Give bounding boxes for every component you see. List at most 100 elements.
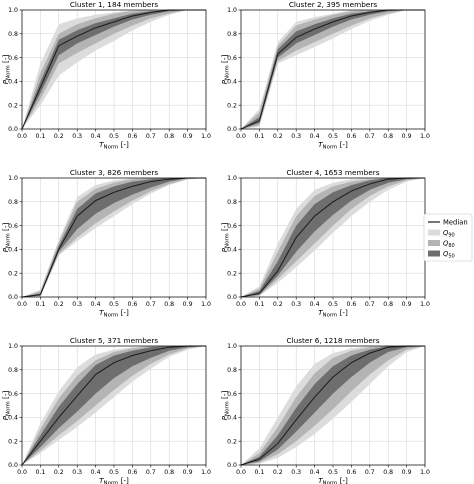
y-axis-label: PNorm [-]: [1, 390, 12, 420]
x-axis-label: TNorm [-]: [99, 476, 129, 484]
y-axis-label: PNorm [-]: [220, 222, 231, 252]
legend-q80-label: Q80: [443, 239, 455, 249]
y-tick-label: 0.0: [8, 126, 18, 133]
x-tick-label: 0.0: [17, 301, 27, 308]
x-tick-label: 0.0: [17, 133, 27, 140]
x-tick-label: 0.4: [91, 469, 101, 476]
y-tick-label: 1.0: [227, 7, 237, 14]
x-tick-label: 0.2: [54, 133, 64, 140]
x-tick-label: 0.2: [54, 469, 64, 476]
x-tick-label: 0.0: [236, 301, 246, 308]
y-tick-label: 1.0: [8, 343, 18, 350]
y-tick-label: 1.0: [227, 175, 237, 182]
y-axis-label: PNorm [-]: [1, 222, 12, 252]
cluster-panel-2: 0.0 0.1 0.2 0.3 0.4 0.5 0.6 0.7 0.8 0.9 1.0 0.0 0.2 0…: [220, 0, 430, 151]
y-tick-label: 0.8: [8, 31, 18, 38]
y-axis-label: PNorm [-]: [220, 390, 231, 420]
panel-title: Cluster 3, 826 members: [70, 168, 159, 177]
legend-q90-swatch: [428, 229, 440, 236]
x-tick-label: 0.1: [254, 133, 264, 140]
x-axis-label: TNorm [-]: [318, 308, 348, 319]
y-tick-label: 0.8: [8, 367, 18, 374]
y-tick-label: 0.6: [8, 55, 18, 62]
x-axis-label: TNorm [-]: [99, 308, 129, 319]
x-tick-label: 0.9: [183, 469, 193, 476]
y-tick-label: 0.4: [227, 79, 237, 86]
x-tick-label: 0.9: [402, 301, 412, 308]
y-tick-label: 0.2: [8, 438, 18, 445]
x-tick-label: 0.9: [183, 301, 193, 308]
y-tick-label: 0.0: [227, 462, 237, 469]
y-tick-label: 0.0: [227, 126, 237, 133]
legend-box: [423, 213, 473, 262]
x-tick-label: 0.4: [91, 133, 101, 140]
x-tick-label: 0.2: [273, 301, 283, 308]
x-tick-label: 0.5: [328, 469, 338, 476]
x-tick-label: 0.5: [109, 469, 119, 476]
legend-q80-swatch: [428, 240, 440, 246]
q50-band: [22, 346, 206, 465]
y-tick-label: 0.0: [8, 294, 18, 301]
panel-title: Cluster 6, 1218 members: [286, 336, 379, 345]
x-tick-label: 0.9: [183, 133, 193, 140]
x-tick-label: 0.8: [164, 469, 174, 476]
x-tick-label: 1.0: [201, 301, 211, 308]
x-tick-label: 0.7: [365, 469, 375, 476]
q50-band: [241, 346, 425, 465]
x-tick-label: 1.0: [420, 469, 430, 476]
x-tick-label: 0.5: [109, 133, 119, 140]
legend-q50-swatch: [428, 250, 440, 257]
x-axis-label: TNorm [-]: [318, 140, 348, 151]
x-tick-label: 0.7: [146, 301, 156, 308]
x-tick-label: 0.3: [291, 301, 301, 308]
x-tick-label: 0.6: [127, 469, 137, 476]
y-tick-label: 0.6: [227, 223, 237, 230]
y-tick-label: 0.4: [227, 247, 237, 254]
x-tick-label: 1.0: [201, 133, 211, 140]
panel-title: Cluster 2, 395 members: [289, 0, 378, 9]
y-tick-label: 0.4: [8, 247, 18, 254]
y-tick-label: 0.6: [227, 391, 237, 398]
x-tick-label: 0.7: [365, 301, 375, 308]
legend-median-label: Median: [443, 218, 468, 226]
x-tick-label: 0.3: [291, 133, 301, 140]
x-tick-label: 0.6: [127, 301, 137, 308]
x-tick-label: 0.8: [383, 301, 393, 308]
q50-band: [22, 10, 206, 129]
x-tick-label: 0.2: [273, 469, 283, 476]
median-line: [240, 345, 425, 466]
x-tick-label: 0.4: [91, 301, 101, 308]
y-tick-label: 0.2: [227, 438, 237, 445]
x-tick-label: 0.2: [54, 301, 64, 308]
x-tick-label: 0.3: [291, 469, 301, 476]
panel-title: Cluster 1, 184 members: [70, 0, 159, 9]
q50-band: [22, 178, 206, 297]
y-tick-label: 1.0: [227, 343, 237, 350]
x-tick-label: 0.8: [383, 469, 393, 476]
cluster-panel-3: 0.0 0.1 0.2 0.3 0.4 0.5 0.6 0.7 0.8 0.9 1.0 0.0 0.2 0…: [1, 168, 211, 319]
x-tick-label: 0.6: [346, 133, 356, 140]
y-tick-label: 0.6: [227, 55, 237, 62]
x-tick-label: 0.3: [72, 133, 82, 140]
y-tick-label: 0.6: [8, 223, 18, 230]
cluster-panel-4: 0.0 0.1 0.2 0.3 0.4 0.5 0.6 0.7 0.8 0.9 1.0 0.0 0.2 0…: [220, 168, 430, 319]
cluster-panel-1: 0.0 0.1 0.2 0.3 0.4 0.5 0.6 0.7 0.8 0.9 1.0 0.0 0.2 0…: [1, 0, 211, 151]
x-tick-label: 0.4: [310, 133, 320, 140]
x-tick-label: 0.0: [236, 133, 246, 140]
y-tick-label: 0.4: [8, 79, 18, 86]
x-tick-label: 1.0: [420, 301, 430, 308]
y-tick-label: 1.0: [8, 175, 18, 182]
panel-title: Cluster 4, 1653 members: [286, 168, 379, 177]
x-tick-label: 1.0: [201, 469, 211, 476]
x-tick-label: 0.4: [310, 301, 320, 308]
x-tick-label: 0.8: [383, 133, 393, 140]
y-tick-label: 0.2: [8, 270, 18, 277]
x-tick-label: 0.1: [254, 469, 264, 476]
q80-band: [241, 178, 425, 297]
y-tick-label: 0.4: [8, 415, 18, 422]
x-tick-label: 0.9: [402, 469, 412, 476]
x-tick-label: 0.8: [164, 133, 174, 140]
x-tick-label: 0.9: [402, 133, 412, 140]
median-line: [21, 345, 206, 466]
